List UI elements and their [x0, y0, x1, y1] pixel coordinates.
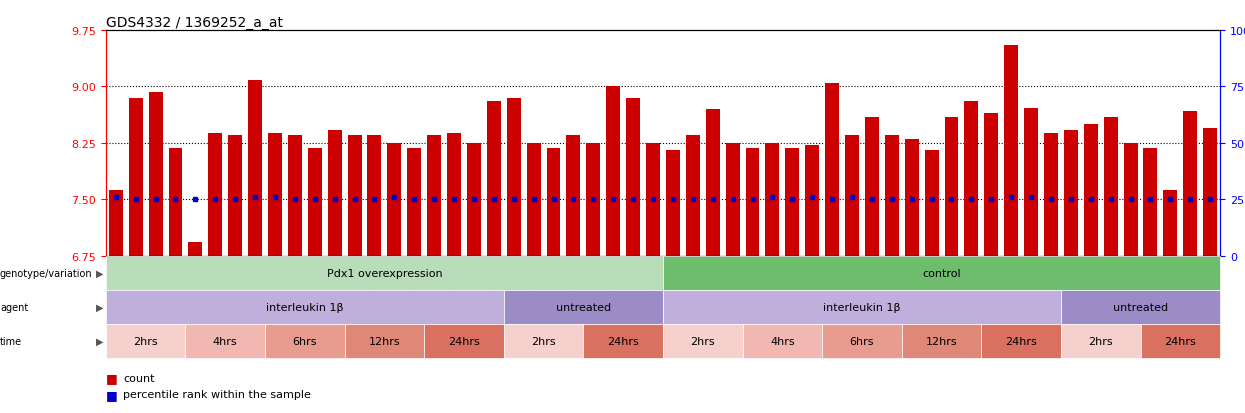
Bar	[865, 117, 879, 256]
Bar	[208, 134, 222, 256]
Text: 12hrs: 12hrs	[369, 336, 400, 346]
Bar	[507, 99, 520, 256]
Bar	[308, 149, 321, 256]
Bar	[706, 110, 720, 256]
Text: untreated: untreated	[555, 302, 611, 312]
Text: 6hrs: 6hrs	[849, 336, 874, 346]
Bar	[1143, 149, 1158, 256]
Text: ▶: ▶	[96, 302, 103, 312]
Bar	[726, 144, 740, 256]
Bar	[547, 149, 560, 256]
Bar	[1005, 46, 1018, 256]
Text: ■: ■	[106, 388, 117, 401]
Bar	[1084, 125, 1098, 256]
Text: time: time	[0, 336, 22, 346]
Text: percentile rank within the sample: percentile rank within the sample	[123, 389, 311, 399]
Text: 12hrs: 12hrs	[926, 336, 957, 346]
Bar	[1163, 191, 1178, 256]
Bar	[168, 149, 183, 256]
Text: 2hrs: 2hrs	[1088, 336, 1113, 346]
Text: 6hrs: 6hrs	[293, 336, 317, 346]
Bar	[985, 114, 998, 256]
Bar	[626, 99, 640, 256]
Bar	[268, 134, 281, 256]
Bar	[686, 136, 700, 256]
Bar	[467, 144, 481, 256]
Bar	[1064, 131, 1078, 256]
Bar	[1203, 128, 1218, 256]
Text: 24hrs: 24hrs	[608, 336, 639, 346]
Bar	[885, 136, 899, 256]
Bar	[367, 136, 381, 256]
Bar	[666, 151, 680, 256]
Bar	[128, 99, 143, 256]
Bar	[586, 144, 600, 256]
Bar	[527, 144, 540, 256]
Bar	[387, 144, 401, 256]
Bar	[945, 117, 959, 256]
Bar	[925, 151, 939, 256]
Bar	[1045, 134, 1058, 256]
Text: 24hrs: 24hrs	[448, 336, 479, 346]
Bar	[786, 149, 799, 256]
Bar	[427, 136, 441, 256]
Bar	[188, 242, 203, 256]
Bar	[288, 136, 301, 256]
Bar	[248, 81, 261, 256]
Bar	[825, 83, 839, 256]
Text: 2hrs: 2hrs	[532, 336, 555, 346]
Text: Pdx1 overexpression: Pdx1 overexpression	[326, 268, 442, 278]
Bar	[407, 149, 421, 256]
Text: ▶: ▶	[96, 268, 103, 278]
Bar	[905, 140, 919, 256]
Bar	[327, 131, 341, 256]
Text: count: count	[123, 373, 154, 383]
Text: untreated: untreated	[1113, 302, 1168, 312]
Bar	[148, 93, 163, 256]
Text: 4hrs: 4hrs	[213, 336, 238, 346]
Text: 2hrs: 2hrs	[133, 336, 158, 346]
Bar	[566, 136, 580, 256]
Text: interleukin 1β: interleukin 1β	[266, 302, 344, 312]
Bar	[228, 136, 242, 256]
Bar	[1123, 144, 1138, 256]
Bar	[806, 146, 819, 256]
Bar	[108, 191, 123, 256]
Bar	[646, 144, 660, 256]
Text: GDS4332 / 1369252_a_at: GDS4332 / 1369252_a_at	[106, 16, 283, 30]
Text: 4hrs: 4hrs	[771, 336, 794, 346]
Text: interleukin 1β: interleukin 1β	[823, 302, 900, 312]
Text: ■: ■	[106, 371, 117, 385]
Bar	[347, 136, 361, 256]
Bar	[1104, 117, 1118, 256]
Text: agent: agent	[0, 302, 29, 312]
Bar	[487, 102, 500, 256]
Text: 24hrs: 24hrs	[1005, 336, 1037, 346]
Bar	[447, 134, 461, 256]
Bar	[965, 102, 979, 256]
Bar	[746, 149, 759, 256]
Text: genotype/variation: genotype/variation	[0, 268, 92, 278]
Text: 24hrs: 24hrs	[1164, 336, 1196, 346]
Bar	[1183, 111, 1198, 256]
Bar	[1025, 108, 1038, 256]
Bar	[606, 87, 620, 256]
Bar	[845, 136, 859, 256]
Bar	[766, 144, 779, 256]
Text: 2hrs: 2hrs	[691, 336, 715, 346]
Text: ▶: ▶	[96, 336, 103, 346]
Text: control: control	[923, 268, 961, 278]
